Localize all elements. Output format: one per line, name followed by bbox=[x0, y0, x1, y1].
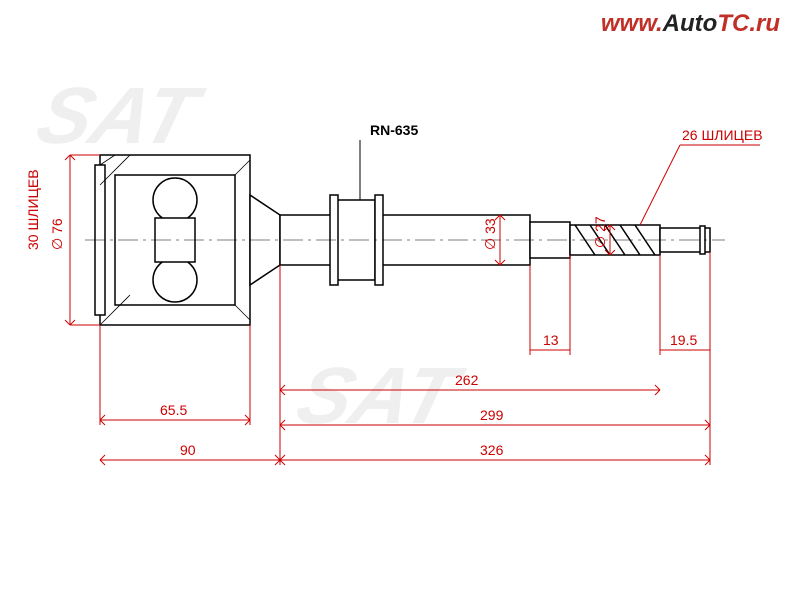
site-url: www.AutoTC.ru bbox=[601, 10, 780, 38]
url-suffix: .ru bbox=[749, 10, 780, 37]
dim-262: 262 bbox=[455, 372, 479, 388]
dim-d27: ∅ 27 bbox=[592, 216, 608, 248]
splines-right: 26 ШЛИЦЕВ bbox=[682, 127, 763, 143]
splines-left: 30 ШЛИЦЕВ bbox=[25, 169, 41, 250]
roller-top bbox=[153, 178, 197, 222]
dim-13: 13 bbox=[543, 332, 559, 348]
technical-drawing: ∅ 76 30 ШЛИЦЕВ ∅ 33 ∅ 27 26 ШЛИЦЕВ 65.5 … bbox=[0, 0, 800, 600]
dim-326: 326 bbox=[480, 442, 504, 458]
url-prefix: www. bbox=[601, 10, 663, 37]
dim-d76: ∅ 76 bbox=[49, 218, 65, 250]
dim-90: 90 bbox=[180, 442, 196, 458]
dim-19-5: 19.5 bbox=[670, 332, 697, 348]
dim-d33: ∅ 33 bbox=[482, 218, 498, 250]
dim-299: 299 bbox=[480, 407, 504, 423]
dim-65-5: 65.5 bbox=[160, 402, 187, 418]
url-mid: Auto bbox=[663, 10, 718, 37]
url-accent: TC bbox=[717, 10, 749, 37]
roller-bottom bbox=[153, 258, 197, 302]
part-code: RN-635 bbox=[370, 122, 418, 138]
